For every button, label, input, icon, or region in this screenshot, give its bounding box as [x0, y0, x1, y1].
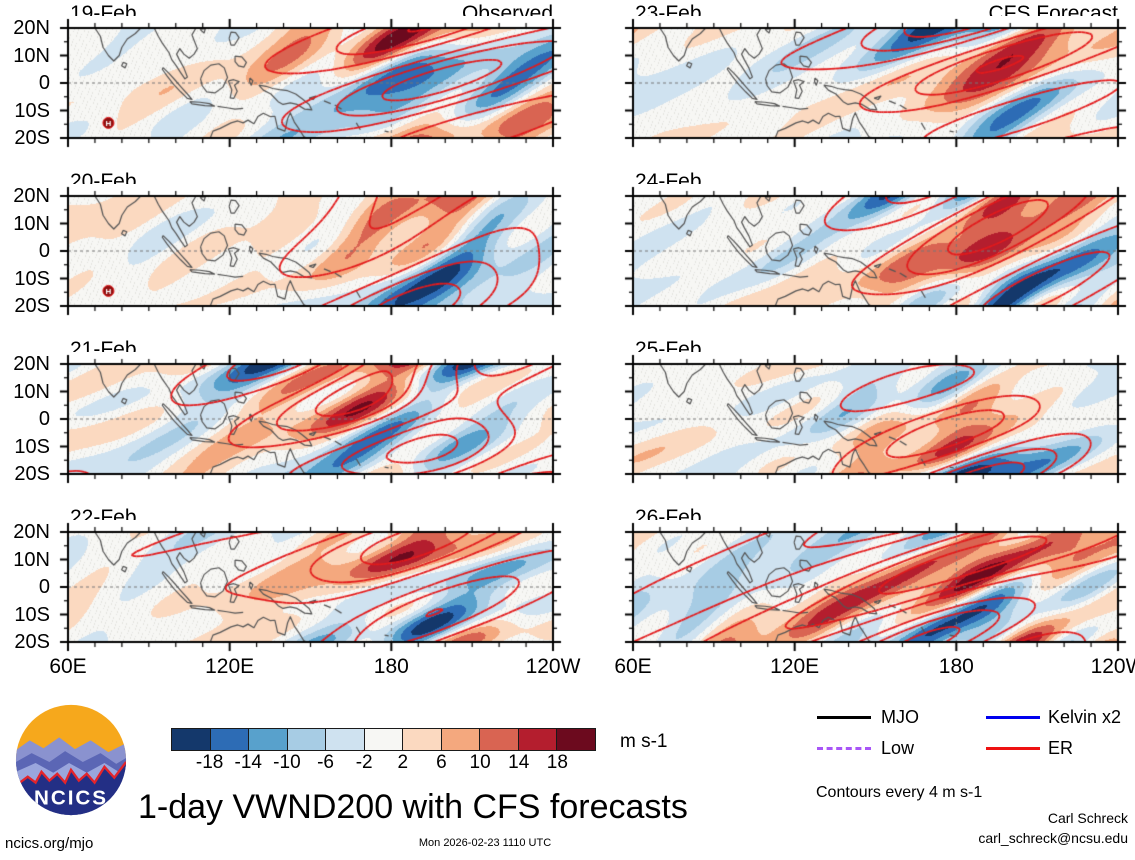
credit-name: Carl Schreck [1047, 810, 1128, 826]
credit-email: carl_schreck@ncsu.edu [978, 830, 1128, 846]
legend-line-low [817, 747, 871, 750]
lat-axis-label: 10S [14, 267, 50, 290]
lat-axis-label: 20S [14, 463, 50, 485]
lat-axis-label: 20N [13, 17, 50, 39]
lat-axis-label: 20N [13, 185, 50, 207]
colorbar [171, 728, 597, 751]
lon-axis-label: 120E [205, 655, 255, 678]
legend-label-mjo: MJO [881, 707, 919, 727]
website-label: ncics.org/mjo [5, 835, 94, 852]
lat-axis-label: 20S [14, 127, 50, 149]
lat-axis-label: 10S [14, 603, 50, 626]
lon-axis-label: 180 [373, 655, 409, 678]
lat-axis-label: 20N [13, 521, 50, 543]
colorbar-segment [209, 728, 250, 751]
legend-label-low: Low [881, 738, 915, 758]
lat-axis-label: 10S [14, 99, 50, 122]
colorbar-tick-label: 18 [546, 752, 568, 773]
colorbar-segment [556, 728, 597, 751]
map-canvas-25-feb [621, 352, 1130, 486]
colorbar-tick-label: 10 [469, 752, 491, 773]
colorbar-tick-label: -10 [273, 752, 301, 773]
lon-axis-label: 120W [1090, 655, 1135, 678]
colorbar-tick-label: -6 [317, 752, 334, 773]
lon-axis-label: 180 [938, 655, 974, 678]
colorbar-segment [402, 728, 442, 751]
map-canvas-20-feb [56, 184, 565, 318]
figure-title: 1-day VWND200 with CFS forecasts [138, 788, 688, 826]
ncics-logo: NCICS [15, 704, 127, 816]
legend-line-mjo [817, 716, 871, 719]
lat-axis-label: 10N [13, 548, 50, 571]
lat-axis-label: 10S [14, 435, 50, 458]
timestamp-label: Mon 2026-02-23 1110 UTC [418, 837, 552, 849]
map-canvas-21-feb [56, 352, 565, 486]
legend-line-kelvin-x2 [986, 716, 1040, 719]
logo-ridge-line [15, 761, 127, 787]
legend-line-er [986, 747, 1040, 750]
colorbar-segment [325, 728, 365, 751]
lat-axis-label: 10N [13, 380, 50, 403]
colorbar-tick-label: 2 [397, 752, 409, 773]
colorbar-segment [363, 728, 404, 751]
map-canvas-19-feb [56, 16, 565, 150]
colorbar-segment [517, 728, 558, 751]
units-label: m s-1 [620, 731, 668, 752]
colorbar-segment [479, 728, 519, 751]
lat-axis-label: 0 [38, 576, 50, 598]
colorbar-tick-label: -14 [234, 752, 262, 773]
lat-axis-label: 20S [14, 295, 50, 317]
colorbar-segment [440, 728, 481, 751]
lat-axis-label: 0 [38, 408, 50, 430]
colorbar-tick-label: 14 [508, 752, 530, 773]
lon-axis-label: 120W [525, 655, 581, 678]
lat-axis-label: 0 [38, 72, 50, 94]
colorbar-tick-label: -2 [355, 752, 373, 773]
colorbar-segment [171, 728, 211, 751]
logo-text: NCICS [34, 786, 108, 809]
contour-note: Contours every 4 m s-1 [816, 784, 983, 801]
legend-label-kelvin-x2: Kelvin x2 [1048, 707, 1122, 727]
lon-axis-label: 60E [49, 655, 87, 678]
legend-label-er: ER [1048, 738, 1074, 758]
lat-axis-label: 20S [14, 631, 50, 653]
colorbar-tick-label: 6 [436, 752, 447, 773]
lon-axis-label: 120E [770, 655, 820, 678]
colorbar-tick-label: -18 [195, 752, 224, 773]
map-canvas-22-feb [56, 520, 565, 654]
map-canvas-26-feb [621, 520, 1130, 654]
lat-axis-label: 0 [38, 240, 50, 262]
colorbar-segment [248, 728, 288, 751]
logo-mountain-front [15, 761, 127, 816]
lon-axis-label: 60E [614, 655, 652, 678]
lat-axis-label: 10N [13, 212, 50, 235]
map-canvas-23-feb [621, 16, 1130, 150]
map-canvas-24-feb [621, 184, 1130, 318]
colorbar-segment [286, 728, 327, 751]
lat-axis-label: 10N [13, 44, 50, 67]
lat-axis-label: 20N [13, 353, 50, 375]
